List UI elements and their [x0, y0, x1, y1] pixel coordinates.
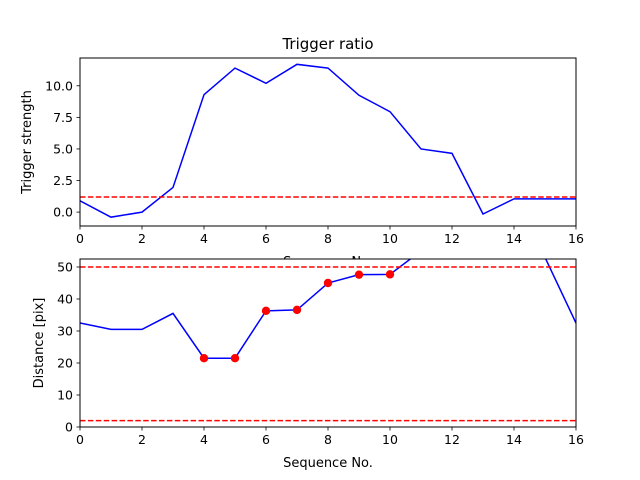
data-point: [292, 305, 302, 315]
x-tick-label: 8: [324, 231, 332, 246]
data-point: [354, 270, 364, 279]
x-tick-label: 14: [506, 231, 522, 246]
x-tick-label: 16: [568, 231, 584, 246]
x-tick-label: 6: [262, 432, 270, 447]
x-tick-label: 4: [200, 432, 208, 447]
trigger-ratio-chart: Trigger ratio Trigger strength 0 2 4 6 8 10 12…: [20, 35, 584, 270]
data-point: [323, 278, 333, 288]
x-tick-label: 16: [568, 432, 584, 447]
distance-chart: Distance [pix] 0 2 4 6 8 10 12 14 1601020304050 …: [32, 258, 584, 471]
data-point: [261, 306, 271, 316]
y-tick-label: 10.0: [45, 78, 73, 93]
y-tick-label: 0: [65, 420, 73, 435]
x-tick-label: 12: [444, 231, 460, 246]
y-tick-label: 0.0: [53, 205, 73, 220]
data-point: [385, 270, 395, 279]
x-tick-label: 12: [444, 432, 460, 447]
x-tick-label: 4: [200, 231, 208, 246]
y-axis-label: Distance [pix]: [32, 298, 47, 389]
y-tick-label: 40: [57, 292, 73, 307]
x-tick-label: 2: [138, 432, 146, 447]
y-tick-label: 50: [57, 260, 73, 275]
plot-frame: [79, 57, 577, 227]
y-axis-label: Trigger strength: [20, 90, 35, 195]
y-tick-label: 10: [57, 388, 73, 403]
y-tick-label: 30: [57, 324, 73, 339]
x-axis-label: Sequence No.: [283, 456, 373, 471]
data-point: [230, 354, 240, 363]
x-tick-label: 2: [138, 231, 146, 246]
plot-frame: [79, 258, 577, 428]
series-line: [80, 63, 576, 218]
x-tick-label: 14: [506, 432, 522, 447]
x-tick-label: 10: [382, 432, 398, 447]
y-tick-label: 7.5: [53, 110, 73, 125]
x-tick-label: 10: [382, 231, 398, 246]
x-tick-label: 6: [262, 231, 270, 246]
x-tick-label: 0: [76, 231, 84, 246]
x-tick-label: 8: [324, 432, 332, 447]
chart-title: Trigger ratio: [281, 35, 373, 53]
y-tick-label: 5.0: [53, 141, 73, 156]
x-tick-label: 0: [76, 432, 84, 447]
y-tick-label: 20: [57, 356, 73, 371]
y-tick-label: 2.5: [53, 173, 73, 188]
data-point: [199, 354, 209, 363]
